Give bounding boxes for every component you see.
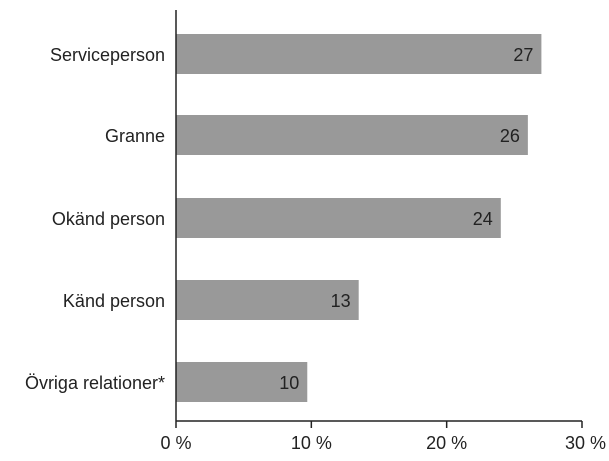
x-tick-label: 0 % (160, 433, 191, 453)
x-tick-label: 10 % (291, 433, 332, 453)
data-label: 26 (500, 126, 520, 146)
data-label: 13 (331, 291, 351, 311)
category-label: Övriga relationer* (25, 373, 165, 393)
x-tick-label: 20 % (426, 433, 467, 453)
category-label: Serviceperson (50, 45, 165, 65)
category-label: Okänd person (52, 209, 165, 229)
bar (176, 34, 542, 74)
bar (176, 362, 308, 402)
x-tick-label: 30 % (565, 433, 606, 453)
data-label: 27 (513, 45, 533, 65)
category-label: Känd person (63, 291, 165, 311)
category-label: Granne (105, 126, 165, 146)
data-label: 10 (279, 373, 299, 393)
bar (176, 115, 528, 155)
data-label: 24 (473, 209, 493, 229)
bar (176, 280, 359, 320)
bar (176, 198, 501, 238)
